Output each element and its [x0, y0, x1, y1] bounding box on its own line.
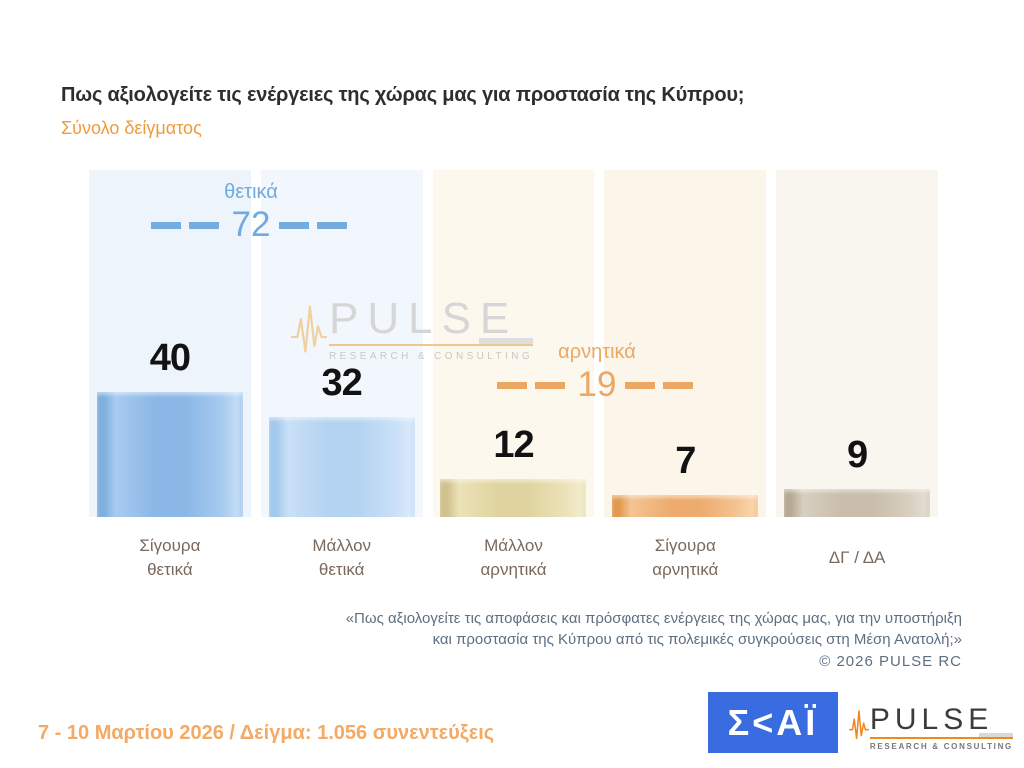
category-label: Σίγουρα αρνητικά	[652, 535, 719, 579]
category-label: ΔΓ / ΔΑ	[828, 547, 886, 567]
fieldwork-text: 7 - 10 Μαρτίου 2026 / Δείγμα: 1.056 συνε…	[38, 722, 495, 744]
chart-panel-overlay: 12	[433, 170, 595, 517]
dash-line-left	[496, 381, 569, 389]
skai-logo-text: Σ<ΑΪ	[727, 701, 819, 743]
dash-line-right	[625, 381, 698, 389]
bar-4	[784, 489, 931, 517]
quote-line: και προστασία της Κύπρου από τις πολεμικ…	[432, 630, 962, 648]
pulse-logo-divider	[869, 733, 1013, 739]
sample-subtitle: Σύνολο δείγματος	[61, 118, 202, 138]
bar-3	[612, 495, 759, 517]
quote-line: «Πως αξιολογείτε τις αποφάσεις και πρόσφ…	[345, 610, 962, 627]
bar-2	[440, 479, 587, 517]
category-label: Μάλλον αρνητικά	[480, 535, 547, 579]
skai-logo: Σ<ΑΪ	[708, 692, 838, 753]
page-title: Πως αξιολογείτε τις ενέργειες της χώρας …	[61, 84, 745, 106]
dash-line-left	[150, 221, 223, 229]
bar-value-label: 40	[149, 337, 191, 379]
bar-1	[268, 417, 415, 517]
pulse-logo-brand: PULSE	[869, 702, 994, 736]
bar-0	[96, 392, 243, 517]
group-positive-label: θετικά	[224, 181, 278, 203]
dash-line-right	[279, 221, 352, 229]
group-negative: αρνητικά 19	[462, 341, 732, 405]
bar-value-label: 12	[493, 424, 534, 466]
category-label: Σίγουρα θετικά	[139, 535, 201, 579]
pulse-waveform-icon	[849, 710, 869, 740]
bar-value-labels: 40 32 12 7 9	[89, 170, 938, 517]
group-negative-label: αρνητικά	[558, 341, 636, 363]
chart-panel-overlay: 32	[261, 170, 423, 517]
footer-quote: «Πως αξιολογείτε τις αποφάσεις και πρόσφ…	[346, 609, 962, 673]
chart-panel	[604, 170, 767, 517]
pulse-logo-submark	[979, 733, 1013, 737]
pulse-logo: PULSE RESEARCH & CONSULTING	[849, 690, 1013, 755]
pulse-logo-tagline: RESEARCH & CONSULTING	[869, 742, 1013, 751]
copyright: © 2026 PULSE RC	[819, 653, 962, 671]
chart-panel-overlay: 9	[776, 170, 938, 517]
chart-panel-overlay: 7	[604, 170, 766, 517]
group-positive: θετικά 72	[116, 181, 386, 245]
pulse-logo-text: PULSE RESEARCH & CONSULTING	[869, 702, 1013, 756]
chart-panel	[776, 170, 938, 517]
chart-panel-overlay: 40	[89, 170, 251, 517]
bar-value-label: 7	[675, 440, 696, 482]
bar-value-label: 9	[847, 434, 868, 476]
group-positive-value: 72	[231, 205, 271, 244]
category-axis: Σίγουρα θετικά Μάλλον θετικά Μάλλον αρνητικά Σ…	[89, 531, 938, 585]
category-label: Μάλλον θετικά	[312, 535, 372, 579]
group-negative-value: 19	[577, 365, 617, 404]
bar-value-label: 32	[321, 362, 363, 404]
